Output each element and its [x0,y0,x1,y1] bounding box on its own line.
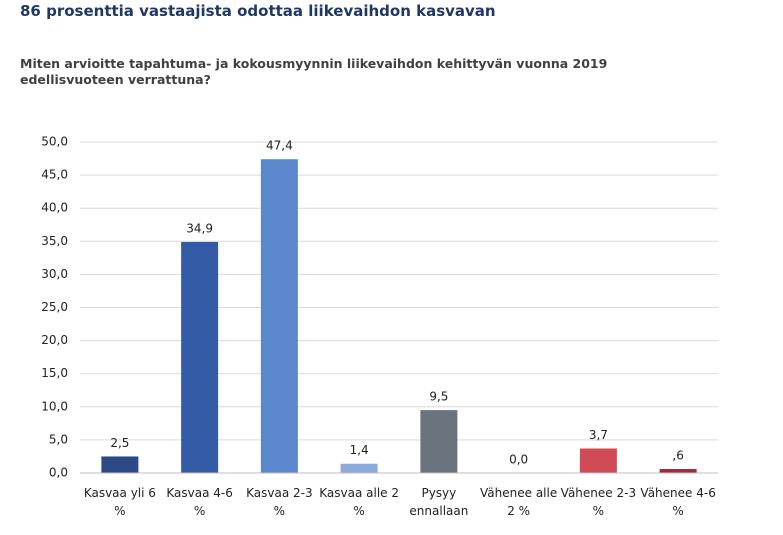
bar [260,159,298,473]
data-label: 34,9 [186,221,213,235]
y-tick-label: 15,0 [41,366,68,380]
y-tick-label: 10,0 [41,399,68,413]
x-tick-label: Vähenee 4-6 % [640,486,716,518]
x-tick-label: Vähenee 2-3 % [560,486,637,518]
x-tick-label: Kasvaa yli 6 % [83,486,156,518]
bar [340,463,378,473]
x-tick-label: Pysyy ennallaan [409,486,469,518]
y-tick-label: 0,0 [49,466,68,480]
y-tick-label: 30,0 [41,267,68,281]
y-tick-label: 5,0 [49,432,68,446]
bar [101,456,139,473]
data-label: ,6 [672,449,683,463]
data-label: 1,4 [350,443,369,457]
data-label: 47,4 [266,139,293,153]
x-tick-label: Kasvaa 4-6 % [166,486,233,518]
data-label: 3,7 [589,428,608,442]
y-tick-label: 25,0 [41,300,68,314]
y-tick-label: 20,0 [41,333,68,347]
x-tick-label: Kasvaa 2-3 % [246,486,313,518]
y-tick-label: 40,0 [41,201,68,215]
y-tick-label: 45,0 [41,168,68,182]
y-tick-label: 50,0 [41,135,68,149]
data-label: 0,0 [509,453,528,467]
x-tick-label: Kasvaa alle 2 % [319,486,399,518]
data-label: 2,5 [110,436,129,450]
x-tick-label: Vähenee alle 2 % [480,486,558,518]
data-label: 9,5 [429,390,448,404]
chart-subtitle: Miten arvioitte tapahtuma- ja kokousmyyn… [20,56,608,87]
bar [420,410,458,473]
bar [181,241,219,473]
bar [659,469,697,473]
chart-title: 86 prosenttia vastaajista odottaa liikev… [20,2,496,20]
y-tick-label: 35,0 [41,234,68,248]
bar [579,448,617,473]
